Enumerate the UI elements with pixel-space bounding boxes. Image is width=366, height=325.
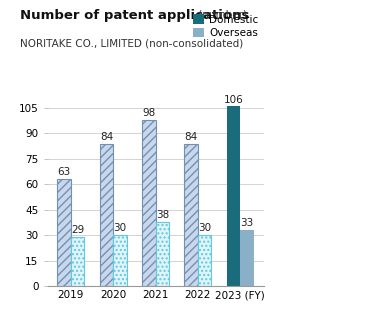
Text: 98: 98 xyxy=(142,108,156,118)
Bar xyxy=(227,106,240,286)
Text: 29: 29 xyxy=(71,225,84,235)
Text: 30: 30 xyxy=(113,223,127,233)
Text: 30: 30 xyxy=(198,223,211,233)
Text: NORITAKE CO., LIMITED (non-consolidated): NORITAKE CO., LIMITED (non-consolidated) xyxy=(19,38,243,48)
Bar xyxy=(240,230,254,286)
Bar xyxy=(113,235,127,286)
Bar xyxy=(156,222,169,286)
Bar xyxy=(57,179,71,286)
Bar xyxy=(71,237,85,286)
Bar xyxy=(100,144,113,286)
Bar xyxy=(142,120,156,286)
Text: 63: 63 xyxy=(57,167,71,177)
Text: Number of patent applications: Number of patent applications xyxy=(19,9,249,22)
Text: 106: 106 xyxy=(224,95,243,105)
Text: 84: 84 xyxy=(100,132,113,142)
Text: 84: 84 xyxy=(184,132,198,142)
Bar xyxy=(184,144,198,286)
Legend: Domestic, Overseas: Domestic, Overseas xyxy=(194,14,258,38)
Text: 33: 33 xyxy=(240,218,254,228)
Text: (number): (number) xyxy=(195,9,247,19)
Text: 38: 38 xyxy=(156,210,169,220)
Bar xyxy=(198,235,212,286)
